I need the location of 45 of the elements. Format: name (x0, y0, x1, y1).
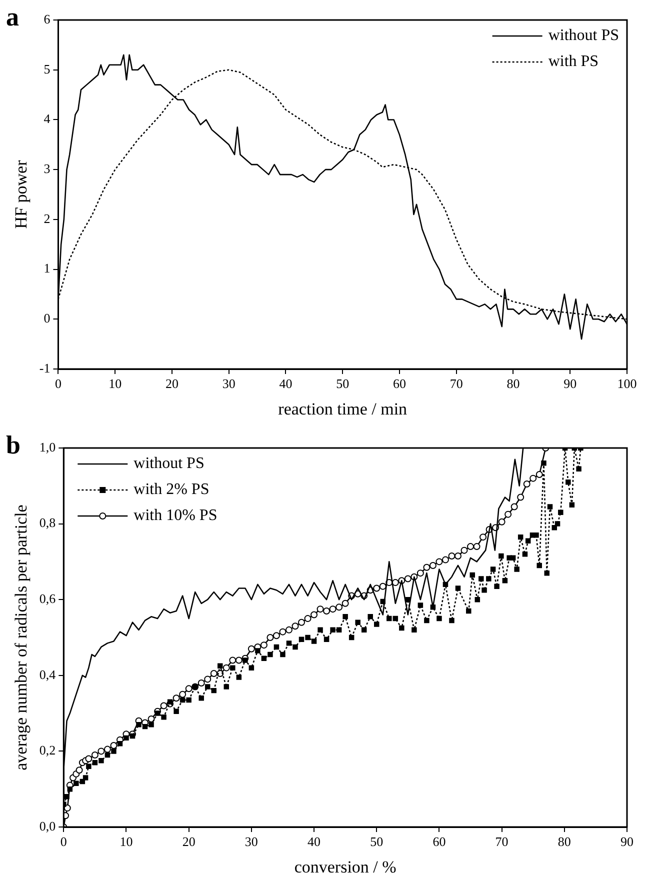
x-tick-label: 90 (620, 834, 634, 850)
x-tick-label: 70 (495, 834, 508, 850)
y-tick-label: 1,0 (39, 439, 56, 454)
x-tick-label: 30 (222, 376, 236, 392)
x-tick-label: 50 (370, 834, 384, 850)
x-tick-label: 60 (392, 376, 406, 392)
y-tick-label: 0,8 (39, 515, 56, 530)
y-tick-label: 4 (44, 111, 51, 126)
x-tick-label: 100 (617, 376, 637, 392)
y-tick-label: 0 (44, 310, 50, 326)
chart-title: b (6, 430, 20, 460)
x-tick-label: 70 (450, 376, 463, 392)
y-axis-title: average number of radicals per particle (12, 504, 31, 770)
y-tick-label: -1 (39, 360, 50, 376)
legend-label: with 2% PS (134, 481, 210, 498)
x-tick-label: 30 (244, 834, 258, 850)
x-tick-label: 10 (120, 834, 133, 850)
x-tick-label: 50 (336, 376, 350, 392)
y-tick-label: 0,4 (39, 666, 56, 682)
x-tick-label: 0 (60, 834, 67, 850)
legend-label: without PS (134, 455, 204, 472)
legend-label: with 10% PS (134, 507, 218, 524)
y-tick-label: 0,0 (39, 818, 56, 834)
y-tick-label: 1 (44, 260, 50, 276)
y-tick-label: 5 (44, 61, 50, 76)
y-axis-title: HF power (12, 160, 31, 229)
x-tick-label: 40 (308, 834, 321, 850)
x-tick-label: 40 (279, 376, 292, 392)
x-tick-label: 10 (108, 376, 122, 392)
y-tick-label: 0,2 (39, 742, 56, 758)
x-tick-label: 20 (165, 376, 178, 392)
y-tick-label: 0,6 (39, 591, 56, 606)
legend-label: with PS (548, 53, 599, 70)
y-tick-label: 3 (44, 160, 50, 176)
y-tick-label: 6 (44, 11, 51, 26)
x-axis-title: reaction time / min (278, 399, 408, 418)
x-tick-label: 20 (182, 834, 196, 850)
x-tick-label: 60 (432, 834, 446, 850)
x-tick-label: 90 (564, 376, 577, 392)
y-tick-label: 2 (44, 210, 50, 226)
x-axis-title: conversion / % (294, 857, 396, 876)
chart-title: a (6, 2, 19, 32)
x-tick-label: 80 (558, 834, 571, 850)
legend-label: without PS (548, 27, 619, 44)
x-tick-label: 80 (506, 376, 520, 392)
